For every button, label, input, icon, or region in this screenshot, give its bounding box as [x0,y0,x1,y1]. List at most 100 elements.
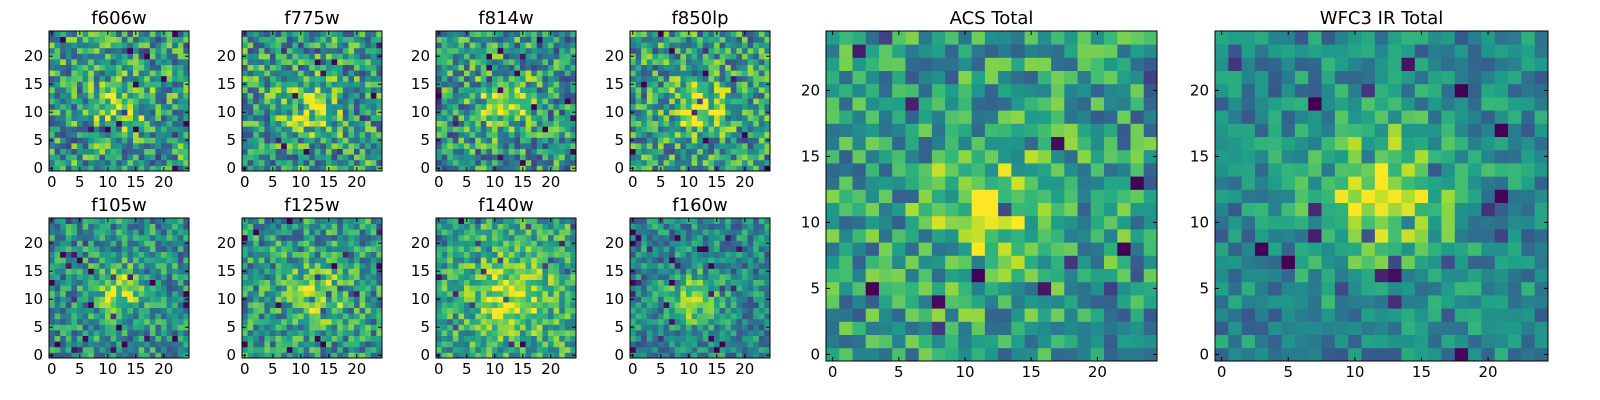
heatmap-cell [359,120,366,127]
heatmap-cell [149,47,156,54]
heatmap-cell [548,335,554,342]
heatmap-cell [646,279,653,286]
heatmap-cell [559,75,566,82]
heatmap-cell [674,47,681,54]
heatmap-cell [172,229,179,236]
heatmap-cell [691,42,698,49]
heatmap-cell [172,103,179,110]
heatmap-cell [492,234,498,241]
heatmap-cell [326,42,332,49]
heatmap-cell [138,335,145,342]
heatmap-cell [492,290,498,297]
heatmap-cell [65,47,72,54]
heatmap-cell [570,92,577,99]
heatmap-cell [298,234,304,241]
heatmap-cell [298,257,304,264]
heatmap-cell [149,165,156,172]
heatmap-cell [508,318,515,325]
heatmap-cell [669,324,676,331]
heatmap-cell [144,229,151,236]
heatmap-cell [275,126,282,133]
heatmap-cell [342,285,349,292]
heatmap-cell [514,335,521,342]
heatmap-cell [183,346,190,353]
heatmap-cell [742,318,748,325]
heatmap-cell [77,75,83,82]
heatmap-cell [292,229,299,236]
heatmap-cell [155,36,162,43]
heatmap-cell [686,154,692,161]
heatmap-cell [365,159,372,166]
heatmap-cell [60,81,67,88]
heatmap-cell [166,352,173,359]
heatmap-cell [376,47,383,54]
heatmap-cell [674,36,681,43]
heatmap-cell [630,126,636,133]
heatmap-cell [630,120,636,127]
heatmap-cell [564,126,571,133]
heatmap-cell [630,330,636,336]
heatmap-cell [88,290,95,297]
heatmap-cell [354,346,360,353]
heatmap-cell [177,223,184,230]
heatmap-cell [82,251,89,258]
heatmap-cell [702,92,709,99]
heatmap-cell [348,335,355,342]
heatmap-cell [514,154,521,161]
heatmap-cell [253,257,260,264]
heatmap-cell [183,335,190,342]
heatmap-cell [725,274,732,280]
heatmap-cell [674,324,681,331]
heatmap-cell [536,165,543,172]
heatmap-cell [110,223,117,230]
heatmap-cell [564,240,571,247]
heatmap-cell [486,257,493,264]
heatmap-cell [708,120,715,127]
heatmap-cell [492,81,498,88]
heatmap-cell [464,103,470,110]
heatmap-cell [764,335,771,342]
heatmap-cell [144,285,151,292]
heatmap-cell [447,31,454,37]
heatmap-cell [320,59,327,65]
heatmap-cell [520,257,526,264]
heatmap-cell [464,313,470,320]
heatmap-cell [464,302,470,308]
heatmap-cell [264,313,271,320]
heatmap-cell [646,296,653,303]
heatmap-cell [133,335,139,342]
heatmap-cell [309,115,316,121]
heatmap-cell [281,341,288,348]
heatmap-cell [172,234,179,241]
heatmap-cell [714,64,720,71]
heatmap-cell [630,42,636,49]
heatmap-cell [326,302,332,308]
heatmap-cell [641,103,648,110]
heatmap-cell [475,47,482,54]
heatmap-cell [275,81,282,88]
heatmap-cell [247,346,254,353]
heatmap-cell [144,47,151,54]
heatmap-cell [281,234,288,241]
heatmap-cell [303,98,310,105]
heatmap-cell [480,240,487,247]
heatmap-cell [82,341,89,348]
heatmap-cell [508,274,515,280]
heatmap-cell [764,126,771,133]
heatmap-cell [292,92,299,99]
heatmap-cell [359,70,366,77]
heatmap-cell [281,143,288,149]
heatmap-cell [564,285,571,292]
heatmap-cell [320,165,327,172]
heatmap-cell [348,346,355,353]
heatmap-cell [303,257,310,264]
heatmap-cell [292,137,299,144]
heatmap-cell [116,240,123,247]
heatmap-cell [93,31,100,37]
heatmap-cell [447,75,454,82]
heatmap-cell [49,307,55,314]
heatmap-cell [548,285,554,292]
heatmap-cell [264,285,271,292]
heatmap-cell [669,341,676,348]
